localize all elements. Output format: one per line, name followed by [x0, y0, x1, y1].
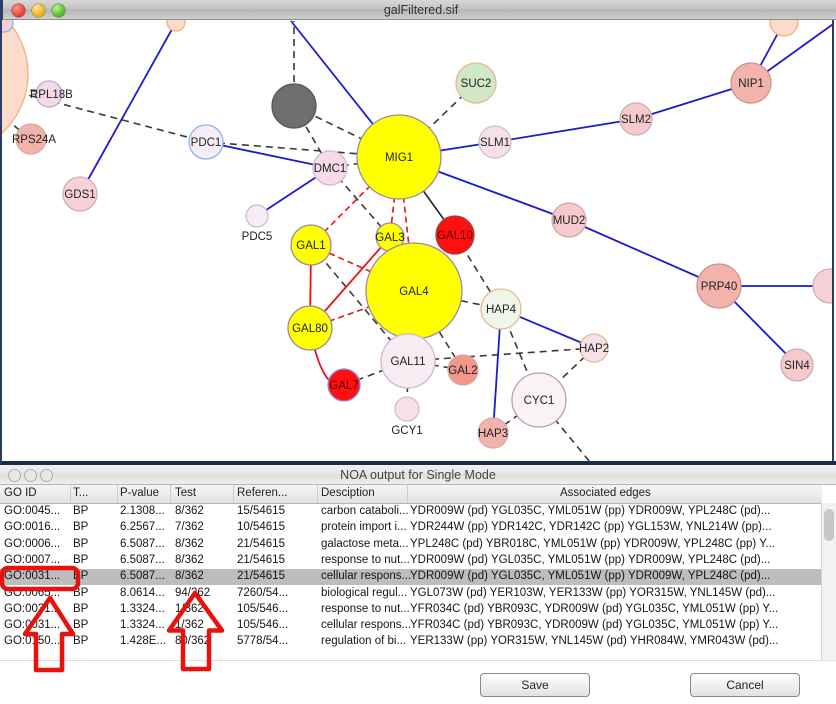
svg-text:GAL10: GAL10	[437, 230, 473, 242]
svg-text:CYC1: CYC1	[524, 395, 555, 407]
svg-text:MIG1: MIG1	[385, 152, 413, 164]
svg-text:GDS1: GDS1	[64, 189, 95, 201]
svg-text:SLM2: SLM2	[621, 114, 651, 126]
svg-text:HAP4: HAP4	[486, 304, 517, 316]
svg-text:HAP2: HAP2	[579, 343, 609, 355]
svg-text:GAL11: GAL11	[391, 356, 426, 368]
svg-text:SIN4: SIN4	[784, 360, 810, 372]
svg-text:MUD2: MUD2	[553, 215, 586, 227]
svg-text:NIP1: NIP1	[738, 78, 764, 90]
svg-text:RPS24A: RPS24A	[12, 134, 56, 146]
svg-text:PDC1: PDC1	[191, 137, 222, 149]
svg-text:GAL7: GAL7	[329, 380, 358, 392]
svg-text:HAP3: HAP3	[478, 428, 508, 440]
svg-text:GAL1: GAL1	[296, 240, 325, 252]
svg-text:SUC2: SUC2	[461, 78, 492, 90]
svg-text:GCY1: GCY1	[391, 425, 422, 437]
svg-text:SLM1: SLM1	[480, 137, 510, 149]
svg-text:GAL3: GAL3	[375, 232, 404, 244]
svg-text:GAL4: GAL4	[399, 286, 429, 298]
svg-text:DMC1: DMC1	[314, 163, 347, 175]
svg-text:PRP40: PRP40	[701, 281, 737, 293]
svg-text:PDC5: PDC5	[242, 231, 273, 243]
svg-text:GAL2: GAL2	[448, 365, 477, 377]
svg-text:RPL18B: RPL18B	[30, 89, 73, 101]
svg-text:GAL80: GAL80	[292, 323, 328, 335]
